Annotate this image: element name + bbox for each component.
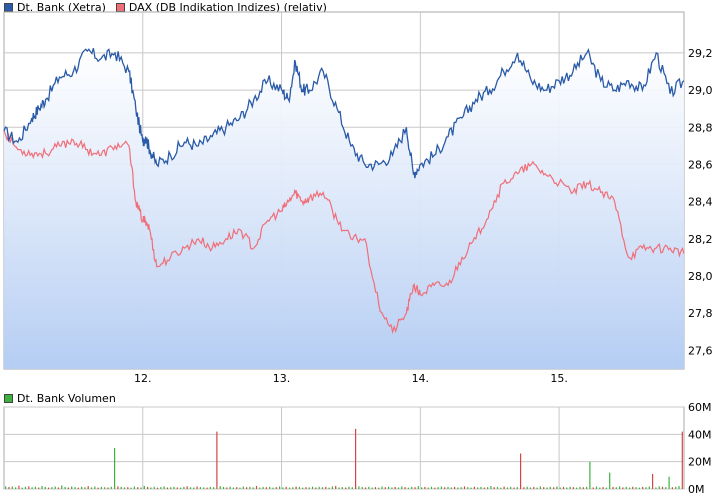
x-tick-label: 13. — [273, 372, 291, 385]
y-tick-label: 29,2 — [688, 47, 713, 60]
volume-chart-legend: Dt. Bank Volumen — [4, 392, 126, 405]
y-tick-label: 28,6 — [688, 158, 713, 171]
y-tick-label: 28,8 — [688, 121, 713, 134]
y-tick-label: 29,0 — [688, 84, 713, 97]
dax-series-line — [3, 130, 685, 335]
legend-item-volume: Dt. Bank Volumen — [4, 392, 116, 405]
volume-y-tick-label: 40M — [688, 428, 712, 441]
y-tick-label: 27,6 — [688, 344, 713, 357]
volume-y-tick-label: 0M — [688, 483, 705, 496]
x-tick-label: 14. — [412, 372, 430, 385]
price-chart-legend: Dt. Bank (Xetra) DAX (DB Indikation Indi… — [4, 1, 337, 14]
price-chart: 29,2 29,0 28,8 28,6 28,4 28,2 28,0 27,8 27,6 12. 1… — [3, 11, 713, 385]
volume-y-tick-label: 20M — [688, 456, 712, 469]
y-tick-label: 28,2 — [688, 233, 713, 246]
legend-label-volume: Dt. Bank Volumen — [17, 392, 116, 405]
legend-label-dax: DAX (DB Indikation Indizes) (relativ) — [128, 1, 327, 14]
y-tick-label: 28,0 — [688, 270, 713, 283]
y-tick-label: 28,4 — [688, 196, 713, 209]
legend-swatch-green — [4, 394, 13, 403]
legend-label-dt-bank: Dt. Bank (Xetra) — [17, 1, 106, 14]
volume-y-tick-label: 60M — [688, 401, 712, 414]
volume-plot-area — [3, 406, 685, 490]
volume-chart: 60M 40M 20M 0M — [3, 401, 712, 496]
dt-bank-series-line — [3, 48, 685, 179]
dt-bank-area-fill — [4, 48, 684, 369]
x-tick-label: 12. — [134, 372, 152, 385]
y-tick-label: 27,8 — [688, 307, 713, 320]
x-tick-label: 15. — [550, 372, 568, 385]
